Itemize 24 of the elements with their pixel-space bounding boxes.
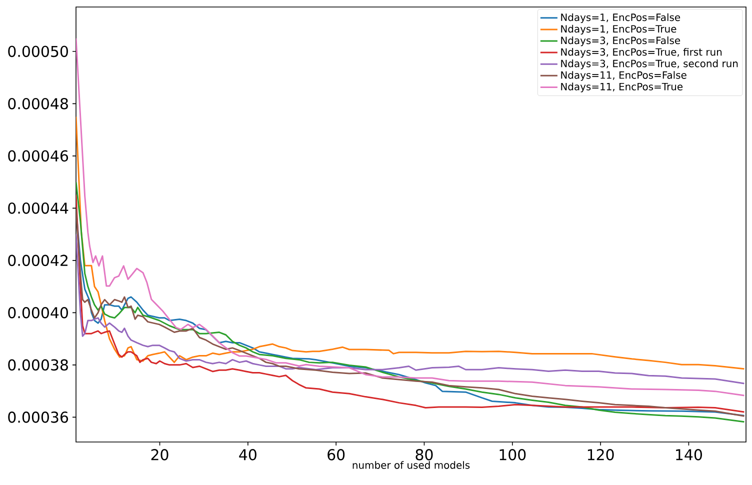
y-tick-label: 0.00038: [8, 359, 68, 371]
x-tick-label: 120: [588, 449, 614, 460]
y-tick-label: 0.00044: [8, 202, 68, 214]
x-tick-label: 40: [239, 449, 256, 460]
x-tick-label: 100: [500, 449, 526, 460]
x-tick-label: 140: [676, 449, 702, 460]
y-tick-label: 0.00040: [8, 307, 68, 318]
y-tick-label: 0.00036: [8, 412, 68, 423]
legend-label: Ndays=1, EncPos=True: [561, 24, 676, 35]
line-series: [76, 38, 745, 396]
legend-label: Ndays=3, EncPos=True, second run: [561, 60, 738, 70]
y-tick-label: 0.00050: [8, 46, 68, 58]
x-tick-label: 80: [416, 449, 433, 460]
y-tick-label: 0.00042: [8, 254, 68, 266]
y-tick-label: 0.00048: [8, 98, 68, 110]
y-tick-label: 0.00046: [8, 150, 68, 162]
legend-label: Ndays=11, EncPos=True: [561, 82, 683, 92]
x-axis-title: number of used models: [352, 461, 470, 469]
legend-label: Ndays=11, EncPos=False: [561, 71, 686, 81]
x-tick-label: 20: [151, 449, 168, 460]
legend-label: Ndays=1, EncPos=False: [561, 13, 680, 24]
legend-label: Ndays=3, EncPos=True, first run: [561, 48, 722, 58]
x-tick-label: 60: [328, 449, 345, 460]
legend-label: Ndays=3, EncPos=False: [561, 36, 680, 46]
